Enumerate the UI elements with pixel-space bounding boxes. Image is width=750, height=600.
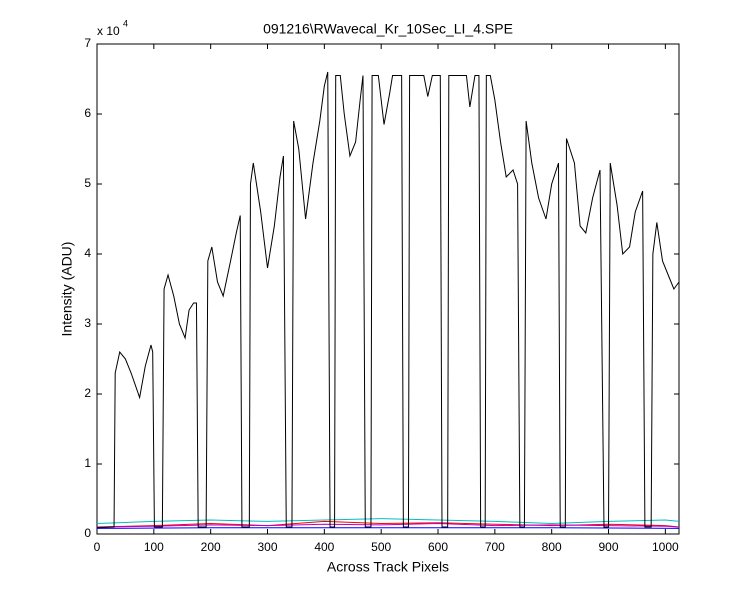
series-line: [96, 522, 680, 528]
y-tick-label: 2: [84, 386, 91, 400]
plot-box: [96, 43, 680, 535]
y-tick-label: 3: [84, 316, 91, 330]
series-line: [96, 71, 680, 529]
y-tick-label: 1: [84, 456, 91, 470]
y-tick-label: 4: [84, 246, 91, 260]
x-tick-label: 300: [257, 540, 277, 554]
x-tick-label: 0: [94, 540, 101, 554]
y-axis-label: Intensity (ADU): [59, 242, 75, 337]
x-axis-label: Across Track Pixels: [327, 559, 449, 575]
y-tick-label: 7: [84, 36, 91, 50]
y-tick-label: 0: [84, 526, 91, 540]
x-tick-label: 700: [485, 540, 505, 554]
y-exponent-power: 4: [123, 18, 128, 28]
series-line: [96, 520, 680, 528]
series-line: [96, 527, 680, 529]
x-tick-label: 200: [201, 540, 221, 554]
chart-title: 091216\RWavecal_Kr_10Sec_LI_4.SPE: [263, 21, 513, 37]
x-tick-label: 800: [542, 540, 562, 554]
x-tick-label: 500: [371, 540, 391, 554]
y-tick-label: 6: [84, 106, 91, 120]
x-tick-label: 400: [314, 540, 334, 554]
x-tick-label: 900: [599, 540, 619, 554]
y-tick-label: 5: [84, 176, 91, 190]
x-tick-label: 600: [428, 540, 448, 554]
series-line: [96, 518, 680, 525]
y-exponent-label: x 10: [97, 24, 120, 38]
x-tick-label: 1000: [652, 540, 679, 554]
x-tick-label: 100: [144, 540, 164, 554]
